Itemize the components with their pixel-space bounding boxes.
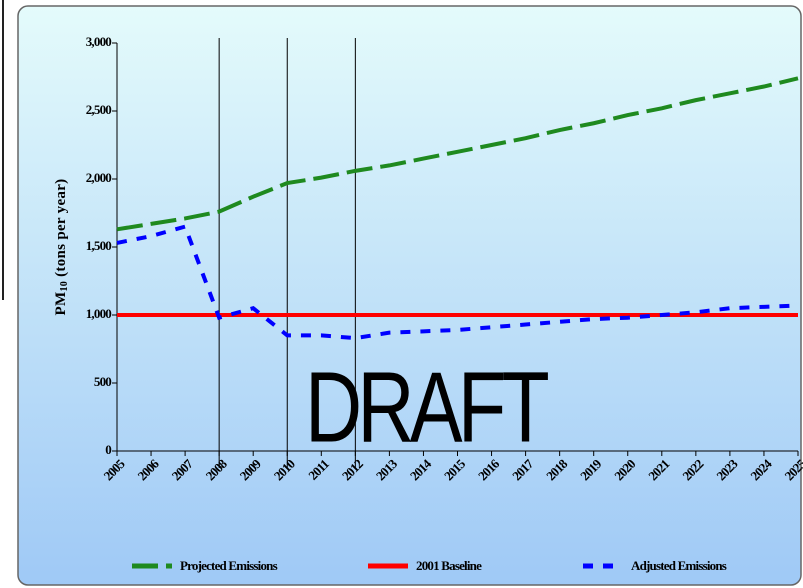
y-tick-label: 1,500 [86, 238, 112, 253]
y-tick-label: 500 [94, 374, 111, 389]
y-tick-label: 2,500 [86, 102, 112, 117]
series-line [116, 76, 799, 232]
y-tick-label: 1,000 [86, 306, 112, 321]
y-tick-label: 2,000 [86, 170, 112, 185]
legend-label: Projected Emissions [180, 558, 278, 573]
series-line [116, 224, 799, 341]
legend-label: 2001 Baseline [416, 558, 482, 573]
legend-label: Adjusted Emissions [631, 558, 727, 573]
y-axis-label: PM10 (tons per year) [53, 179, 70, 316]
y-tick-label: 0 [105, 442, 111, 457]
chart-panel [17, 5, 802, 586]
watermark: DRAFT [305, 351, 548, 463]
y-tick-label: 3,000 [86, 34, 112, 49]
